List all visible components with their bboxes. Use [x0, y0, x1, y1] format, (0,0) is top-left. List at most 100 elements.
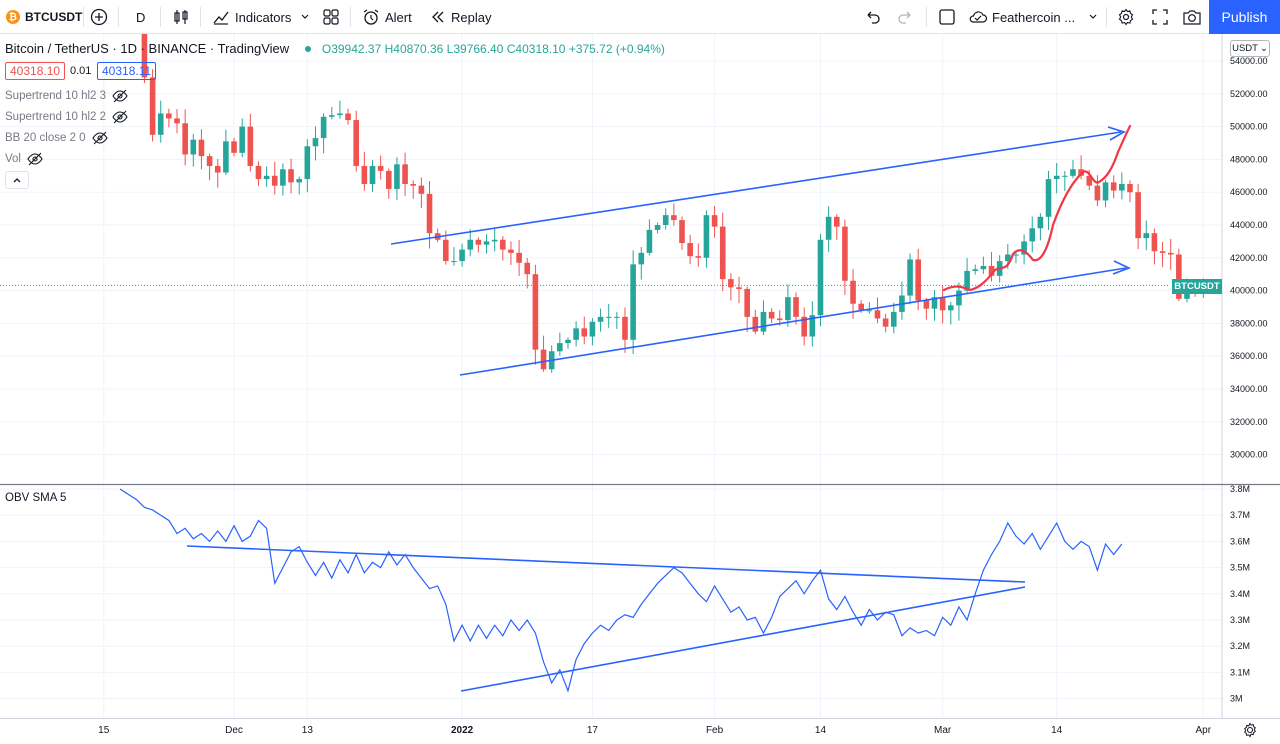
price-scale-labels: 54000.00 52000.00 50000.00 48000.00 46000.00…	[1230, 56, 1268, 460]
bitcoin-icon: ₿	[6, 10, 20, 24]
candle-body	[141, 34, 148, 78]
obv-tick-label: 3.7M	[1230, 510, 1250, 520]
obv-indicator-title[interactable]: OBV SMA 5	[5, 492, 67, 504]
candle-body	[711, 215, 718, 227]
time-scale-settings-button[interactable]	[1244, 722, 1256, 738]
candle-body	[956, 290, 962, 306]
fullscreen-toggle-button[interactable]	[938, 0, 956, 34]
time-tick-label: Mar	[934, 725, 952, 736]
alert-label: Alert	[385, 9, 412, 25]
time-tick-label: Apr	[1196, 725, 1212, 736]
candle-body	[418, 185, 425, 194]
candle-body	[1086, 175, 1093, 186]
obv-lower-trendline[interactable]	[460, 586, 1026, 692]
candle-body	[850, 280, 856, 304]
candle-body	[923, 300, 930, 309]
indicator-supertrend-3[interactable]: Supertrend 10 hl2 3	[5, 89, 128, 103]
indicator-bollinger-bands[interactable]: BB 20 close 2 0	[5, 131, 108, 145]
candle-body	[304, 146, 311, 180]
chevron-down-icon	[1089, 14, 1097, 19]
chart-legend: Bitcoin / TetherUS · 1D · BINANCE · Trad…	[5, 41, 665, 56]
price-tick-label: 46000.00	[1230, 187, 1268, 197]
candle-body	[1045, 179, 1052, 217]
candle-body	[288, 169, 294, 183]
eye-crossed-icon[interactable]	[112, 89, 128, 103]
candle-body	[394, 164, 400, 189]
eye-crossed-icon[interactable]	[91, 131, 108, 145]
upper-channel-arrowhead	[1107, 126, 1126, 141]
obv-tick-label: 3.5M	[1230, 563, 1250, 573]
candle-body	[1053, 175, 1060, 180]
snapshot-button[interactable]	[1182, 0, 1202, 34]
layout-dropdown-button[interactable]	[1088, 0, 1098, 34]
candle-body	[939, 297, 946, 311]
buy-button[interactable]: 40318.11	[97, 62, 157, 80]
candle-body	[1013, 254, 1019, 256]
candle-body	[166, 113, 172, 119]
undo-button[interactable]	[864, 0, 882, 34]
time-tick-label: 15	[98, 725, 110, 736]
close-value: C40318.10	[506, 42, 566, 56]
indicators-button[interactable]: Indicators	[212, 0, 291, 34]
layouts-button[interactable]	[322, 0, 340, 34]
camera-icon	[1183, 10, 1201, 25]
candle-body	[980, 266, 987, 270]
change-value: +375.72 (+0.94%)	[568, 42, 665, 56]
candle-body	[679, 220, 685, 244]
candle-body	[369, 165, 376, 184]
candle-body	[353, 120, 360, 166]
compare-symbol-button[interactable]	[90, 0, 108, 34]
candle-body	[947, 305, 954, 311]
indicator-supertrend-2[interactable]: Supertrend 10 hl2 2	[5, 110, 128, 124]
candle-body	[1021, 241, 1027, 255]
alert-button[interactable]: Alert	[362, 0, 412, 34]
candle-body	[223, 141, 229, 173]
candle-body	[1110, 182, 1117, 191]
indicator-volume[interactable]: Vol	[5, 152, 43, 166]
rewind-icon	[432, 11, 444, 23]
candle-body	[1135, 192, 1141, 239]
eye-crossed-icon[interactable]	[112, 110, 128, 124]
time-tick-label: 14	[1051, 725, 1063, 736]
candle-body	[760, 311, 767, 332]
candle-body	[500, 239, 506, 250]
candle-body	[858, 303, 864, 311]
candle-body	[483, 241, 490, 245]
chart-type-button[interactable]	[172, 0, 190, 34]
settings-button[interactable]	[1117, 0, 1135, 34]
interval-button[interactable]: D	[136, 9, 146, 25]
symbol-search-button[interactable]: ₿ BTCUSDT	[6, 0, 82, 34]
candle-body	[491, 239, 498, 242]
undo-icon	[867, 11, 880, 24]
upper-channel-trendline[interactable]	[390, 131, 1122, 245]
sell-button[interactable]: 40318.10	[5, 62, 66, 80]
fullscreen-button[interactable]	[1151, 0, 1169, 34]
redo-button[interactable]	[896, 0, 914, 34]
candle-body	[565, 339, 571, 344]
eye-crossed-icon[interactable]	[27, 152, 43, 166]
candle-body	[1119, 184, 1125, 191]
candle-body	[597, 316, 604, 322]
candle-body	[744, 288, 750, 317]
candle-body	[752, 316, 759, 332]
publish-button[interactable]: Publish	[1209, 0, 1280, 34]
lower-channel-trendline[interactable]	[459, 267, 1127, 376]
obv-scale-labels: 3.8M 3.7M 3.6M 3.5M 3.4M 3.3M 3.2M 3.1M 3M	[1230, 484, 1250, 704]
price-tick-label: 48000.00	[1230, 154, 1268, 164]
projected-price-path[interactable]	[942, 124, 1132, 292]
indicator-templates-button[interactable]	[300, 0, 310, 34]
candle-body	[532, 274, 539, 350]
candle-body	[662, 215, 669, 225]
obv-upper-trendline[interactable]	[186, 545, 1026, 583]
indicators-icon	[213, 11, 229, 25]
replay-button[interactable]: Replay	[430, 0, 491, 34]
candle-body	[728, 279, 734, 288]
candle-body	[263, 175, 270, 180]
indicator-label: Supertrend 10 hl2 2	[5, 111, 107, 123]
drawing-tools[interactable]	[186, 124, 1132, 692]
currency-selector[interactable]: USDT ⌄	[1230, 40, 1270, 57]
layout-menu-button[interactable]: Feathercoin ...	[968, 0, 1075, 34]
candle-body	[1029, 228, 1036, 242]
collapse-legend-button[interactable]	[5, 171, 29, 189]
